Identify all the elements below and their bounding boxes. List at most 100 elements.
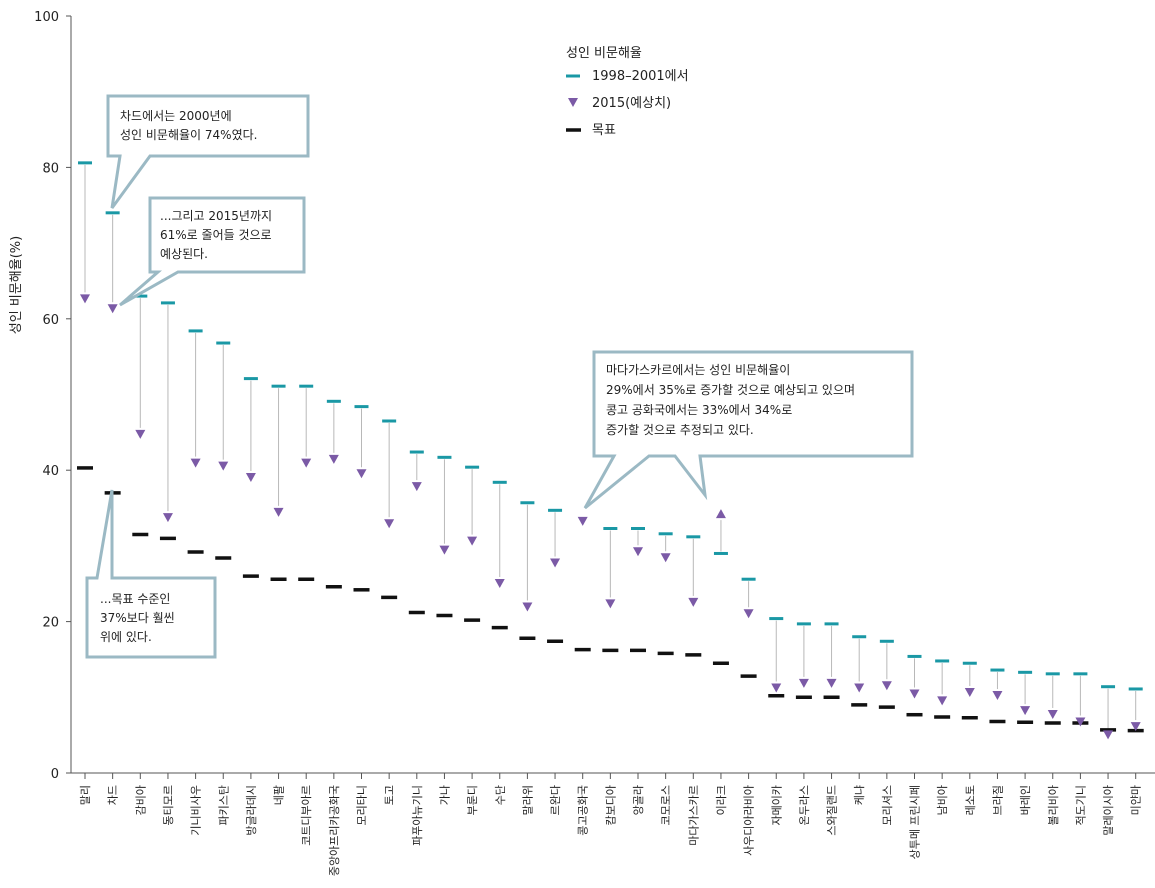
y-tick-label: 40 [42,464,59,479]
projection-mark [162,513,173,523]
projection-mark [522,602,533,612]
x-category-label: 볼리비아 [1047,785,1060,825]
x-category-label: 레소토 [964,785,977,815]
projection-mark [688,597,699,607]
x-category-label: 브라질 [991,785,1004,815]
callout-text-line: 증가할 것으로 추정되고 있다. [606,423,754,437]
callout-frame [85,489,217,659]
projection-mark [467,536,478,546]
x-category-label: 사우디아라비아 [743,785,756,856]
projection-mark [798,678,809,688]
callout-text-line: 위에 있다. [100,630,152,644]
projection-mark [328,454,339,464]
x-category-label: 자메이카 [770,785,783,825]
projection-mark [135,429,146,439]
callout-box: 마다가스카르에서는 성인 비문해율이 29%에서 35%로 증가할 것으로 예상되… [583,350,914,510]
x-category-label: 파키스탄 [217,785,230,825]
projection-mark [577,516,588,526]
x-category-label: 마다가스카르 [687,785,700,846]
projection-mark [245,473,256,483]
x-category-label: 감비아 [134,785,147,815]
y-tick-label: 80 [42,161,59,176]
projection-mark [909,689,920,699]
x-category-label: 미얀마 [1129,785,1143,815]
callout-text-line: 차드에서는 2000년에 [120,109,232,123]
projection-mark [743,609,754,619]
x-category-label: 스와질랜드 [826,785,839,836]
projection-mark [1047,709,1058,719]
y-tick-label: 0 [51,767,59,782]
projection-mark [190,458,201,468]
callout-text-line: 61%로 줄어들 것으로 [160,228,272,242]
legend-title: 성인 비문해율 [566,46,642,61]
x-category-label: 방글라데시 [245,785,258,836]
projection-mark [605,599,616,609]
x-category-label: 차드 [107,785,120,805]
projection-mark [439,545,450,555]
x-category-label: 기니비사우 [190,785,203,836]
x-category-label: 코모로스 [660,785,673,825]
legend-entry-label: 목표 [592,123,616,138]
projection-mark [771,683,782,693]
projection-mark [1075,717,1086,727]
y-tick-label: 20 [42,616,59,631]
legend-entry-label: 1998–2001에서 [592,69,689,84]
x-category-label: 토고 [383,785,396,805]
projection-mark [301,458,312,468]
x-category-label: 남비아 [936,785,949,815]
callout-text-line: ...목표 수준인 [100,592,170,606]
x-category-label: 동티모르 [162,785,175,825]
callout-text-line: 콩고 공화국에서는 33%에서 34%로 [606,403,792,417]
projection-mark [107,304,118,314]
axes: 0 20 40 60 80 100 성인 비문해율(%) 말리 차드 감비아 동티모르 기니비사우 파키… [9,10,1155,876]
x-category-label: 상투메 프린시페 [909,785,922,859]
projection-mark [356,469,367,479]
callout-text-line: 29%에서 35%로 증가할 것으로 예상되고 있으며 [606,383,855,397]
projection-mark [550,558,561,568]
projection-mark [1020,706,1031,716]
projection-mark [964,688,975,698]
x-category-label: 르완다 [549,785,562,815]
x-category-label: 코트디부아르 [300,785,313,846]
x-category-label: 캄보디아 [604,785,617,825]
projection-mark [1130,722,1141,732]
x-category-label: 말라위 [521,785,534,815]
x-category-label: 말레이시아 [1102,785,1115,836]
projection-mark [384,519,395,529]
callout-frame [106,94,310,209]
projection-mark [633,547,643,557]
x-category-label: 파푸아뉴기니 [411,785,424,846]
projection-mark [494,578,505,588]
x-category-label: 말리 [79,785,92,805]
projection-mark [826,678,837,688]
callout-frame [119,196,306,307]
projection-mark [1103,730,1114,740]
projection-mark [854,683,865,693]
callout-frame [583,350,914,510]
projection-mark [992,691,1003,701]
legend-projection-swatch [568,98,578,107]
callout-text-line: 예상된다. [160,247,208,261]
y-tick-label: 100 [34,10,59,25]
callout-text-line: 성인 비문해율이 74%였다. [120,128,257,142]
x-category-label: 네팔 [273,785,286,805]
y-axis-label: 성인 비문해율(%) [9,236,24,334]
legend: 성인 비문해율 1998–2001에서 2015(예상치) 목표 [566,46,689,138]
x-category-label: 바레인 [1019,785,1032,815]
x-category-label: 부룬디 [466,785,479,815]
x-category-label: 콩고공화국 [577,785,590,836]
projection-mark [715,509,726,519]
x-category-label: 수단 [494,785,507,805]
projection-mark [218,461,229,471]
projection-mark [411,482,422,492]
callout-text-line: 마다가스카르에서는 성인 비문해율이 [606,363,790,377]
projection-mark [937,696,948,706]
projection-mark [273,507,284,517]
projection-mark [660,553,671,563]
x-category-label: 이라크 [715,785,728,815]
